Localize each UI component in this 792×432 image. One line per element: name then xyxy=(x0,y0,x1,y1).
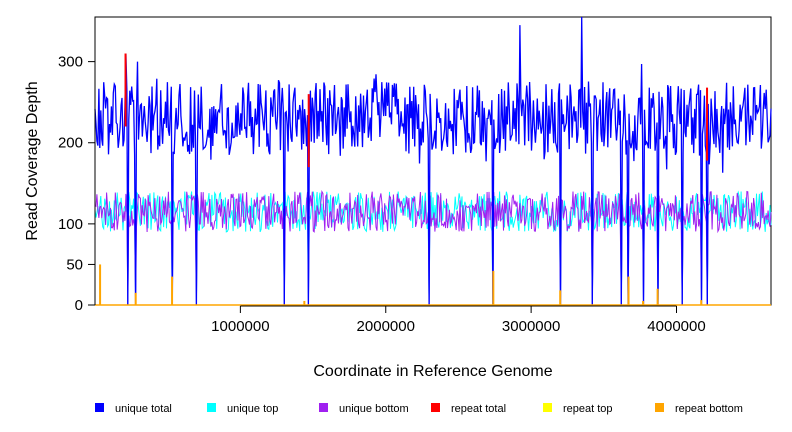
legend-swatch xyxy=(207,403,216,412)
x-tick-label: 2000000 xyxy=(357,318,415,335)
y-axis-title: Read Coverage Depth xyxy=(24,81,41,240)
legend-label: repeat total xyxy=(451,403,506,415)
x-axis-title: Coordinate in Reference Genome xyxy=(313,363,552,380)
y-axis: 0 50 100 200 300 xyxy=(58,54,96,314)
series-layer xyxy=(94,16,772,306)
x-tick-label: 4000000 xyxy=(647,318,705,335)
legend-label: unique total xyxy=(115,403,172,415)
y-tick-label: 0 xyxy=(75,297,83,314)
legend-swatch xyxy=(543,403,552,412)
y-tick-label: 100 xyxy=(58,216,83,233)
legend-swatch xyxy=(95,403,104,412)
legend-swatch xyxy=(431,403,440,412)
y-tick-label: 200 xyxy=(58,135,83,152)
legend-label: unique bottom xyxy=(339,403,409,415)
legend-label: repeat top xyxy=(563,403,613,415)
y-tick-label: 50 xyxy=(66,256,83,273)
legend: unique total unique top unique bottom repea… xyxy=(95,403,743,415)
legend-label: repeat bottom xyxy=(675,403,743,415)
legend-swatch xyxy=(319,403,328,412)
x-axis: 1000000 2000000 3000000 4000000 xyxy=(211,305,706,335)
x-tick-label: 3000000 xyxy=(502,318,560,335)
y-tick-label: 300 xyxy=(58,54,83,71)
series-unique-total-line xyxy=(94,16,772,306)
legend-swatch xyxy=(655,403,664,412)
x-tick-label: 1000000 xyxy=(211,318,269,335)
legend-label: unique top xyxy=(227,403,278,415)
